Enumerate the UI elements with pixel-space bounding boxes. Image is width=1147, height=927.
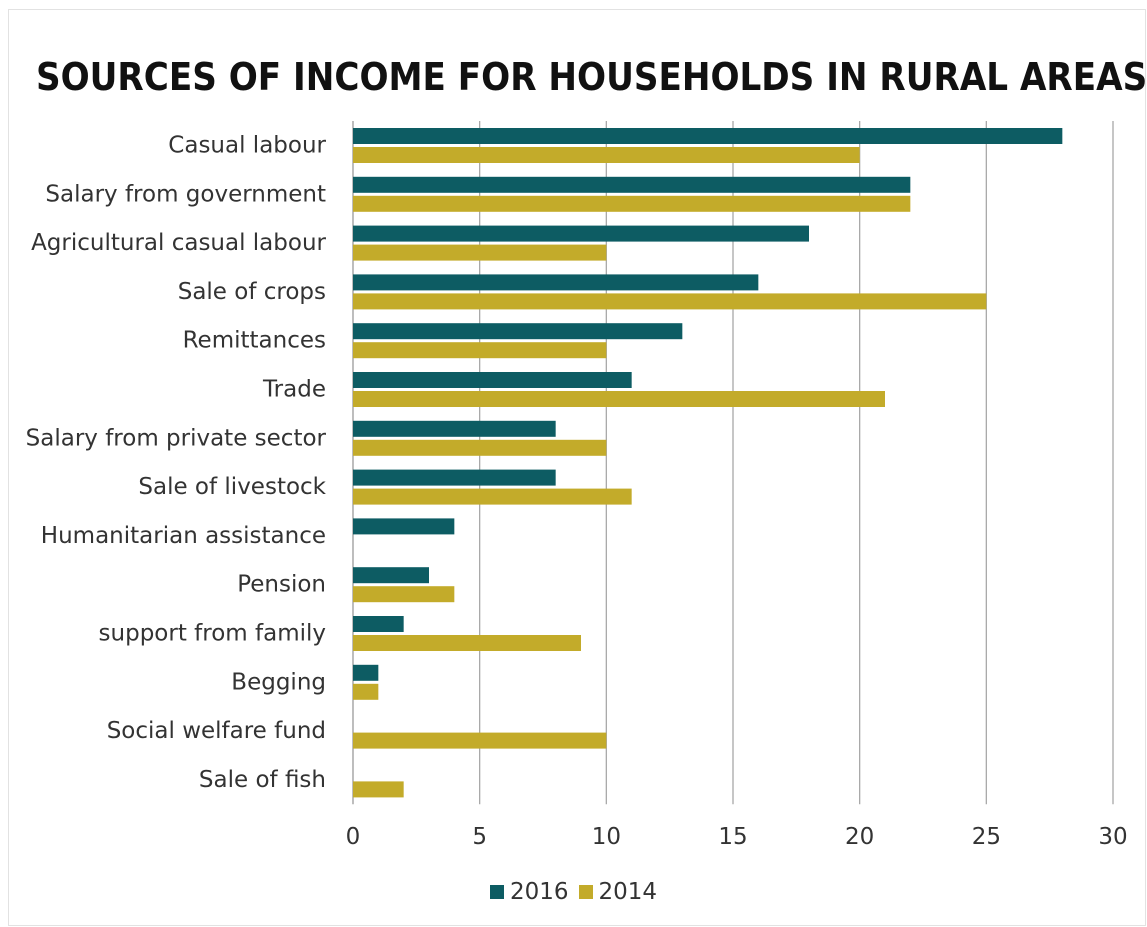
category-label: Sale of fish bbox=[199, 767, 326, 793]
legend-label: 2014 bbox=[598, 879, 658, 905]
legend-label: 2016 bbox=[509, 879, 569, 905]
chart-title: SOURCES OF INCOME FOR HOUSEHOLDS IN RURA… bbox=[36, 55, 1147, 99]
category-label: Salary from government bbox=[45, 181, 326, 207]
x-tick-label: 20 bbox=[845, 824, 874, 850]
legend-item: 2016 bbox=[489, 879, 569, 905]
bar-2014 bbox=[353, 781, 404, 798]
bar-2016 bbox=[353, 274, 759, 291]
bar-2014 bbox=[353, 391, 885, 407]
category-label: Trade bbox=[262, 377, 326, 403]
legend-item: 2014 bbox=[578, 879, 658, 905]
bar-2016 bbox=[353, 469, 556, 486]
bar-2016 bbox=[353, 372, 632, 388]
bar-2016 bbox=[353, 420, 556, 437]
bar-2016 bbox=[353, 176, 911, 193]
legend-swatch bbox=[489, 885, 504, 899]
x-tick-label: 10 bbox=[592, 824, 621, 850]
bar-2016 bbox=[353, 518, 455, 535]
bar-2014 bbox=[353, 488, 632, 505]
category-label: Sale of livestock bbox=[138, 474, 326, 500]
bar-2014 bbox=[353, 244, 607, 261]
bar-2014 bbox=[353, 586, 455, 603]
category-label: Casual labour bbox=[168, 133, 326, 159]
bar-2016 bbox=[353, 128, 1063, 144]
bar-2014 bbox=[353, 195, 911, 212]
category-label: Social welfare fund bbox=[107, 718, 326, 744]
bar-2016 bbox=[353, 664, 379, 681]
bar-2014 bbox=[353, 293, 987, 310]
category-label: Salary from private sector bbox=[26, 425, 327, 451]
bar-2014 bbox=[353, 147, 860, 163]
bar-2016 bbox=[353, 225, 809, 242]
bar-2014 bbox=[353, 439, 607, 456]
bar-2016 bbox=[353, 567, 429, 584]
category-label: Remittances bbox=[183, 328, 326, 354]
category-label: support from family bbox=[99, 621, 326, 647]
chart-legend: 2016 2014 bbox=[0, 879, 1147, 905]
bar-2016 bbox=[353, 616, 404, 632]
bar-2014 bbox=[353, 683, 379, 700]
category-label: Begging bbox=[231, 669, 326, 695]
category-label: Sale of crops bbox=[178, 279, 326, 305]
bar-2014 bbox=[353, 342, 607, 359]
bar-2014 bbox=[353, 732, 607, 749]
x-tick-label: 25 bbox=[972, 824, 1001, 850]
legend-swatch bbox=[578, 885, 593, 899]
bar-2016 bbox=[353, 323, 683, 340]
category-label: Pension bbox=[237, 572, 326, 598]
x-tick-label: 30 bbox=[1098, 824, 1127, 850]
x-tick-label: 0 bbox=[346, 824, 361, 850]
x-tick-label: 15 bbox=[718, 824, 747, 850]
category-label: Humanitarian assistance bbox=[41, 523, 326, 549]
category-label: Agricultural casual labour bbox=[31, 230, 326, 256]
x-tick-label: 5 bbox=[472, 824, 487, 850]
bar-2014 bbox=[353, 635, 581, 651]
